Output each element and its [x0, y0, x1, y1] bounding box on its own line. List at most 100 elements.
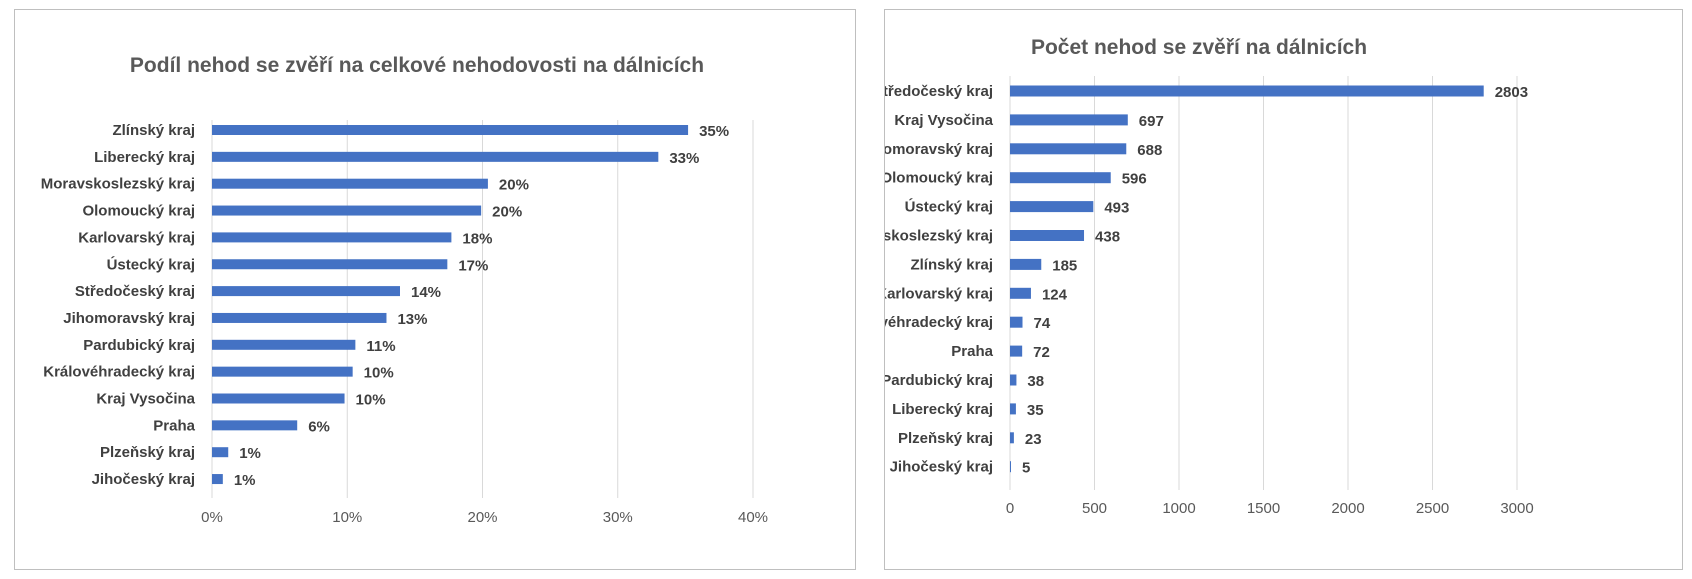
bars [212, 125, 689, 485]
bar [212, 312, 387, 323]
data-label: 493 [1104, 200, 1129, 217]
data-label: 17% [458, 257, 488, 274]
x-tick-label: 0 [1006, 500, 1014, 517]
category-label: Karlovarský kraj [885, 285, 993, 302]
x-tick-label: 40% [738, 509, 768, 526]
bar [212, 366, 353, 377]
tick-labels: 0% 10% 20% 30% 40% [201, 509, 768, 526]
gridlines [211, 120, 754, 498]
category-label: Olomoucký kraj [82, 203, 195, 220]
bar [1010, 374, 1017, 386]
data-label: 2803 [1495, 84, 1528, 101]
data-label: 5 [1022, 460, 1030, 477]
data-label: 35 [1027, 402, 1044, 419]
data-label: 1% [239, 445, 261, 462]
category-label: Pardubický kraj [83, 337, 195, 354]
data-label: 38 [1027, 373, 1044, 390]
category-label: Královéhradecký kraj [43, 364, 195, 381]
x-tick-label: 1000 [1162, 500, 1195, 517]
category-label: Praha [153, 417, 195, 434]
category-label: Plzeňský kraj [898, 430, 993, 447]
category-label: Jihočeský kraj [890, 459, 993, 476]
category-label: Jihomoravský kraj [63, 310, 195, 327]
bar [1010, 345, 1023, 357]
category-label: Ústecký kraj [905, 198, 993, 216]
x-tick-label: 3000 [1500, 500, 1533, 517]
bar [212, 259, 448, 270]
bar [1010, 114, 1128, 126]
bar [1010, 432, 1014, 444]
data-label: 1% [234, 472, 256, 489]
bar [212, 393, 345, 404]
x-tick-label: 0% [201, 509, 223, 526]
bar [1010, 201, 1094, 213]
x-tick-label: 20% [467, 509, 497, 526]
data-label: 23 [1025, 431, 1042, 448]
data-label: 13% [397, 311, 427, 328]
bar [212, 232, 452, 243]
category-label: Jihomoravský kraj [885, 141, 993, 158]
gridlines [1009, 76, 1518, 490]
category-label: Olomoucký kraj [885, 170, 993, 187]
category-label: Zlínský kraj [112, 122, 195, 139]
category-label: Ústecký kraj [107, 255, 195, 273]
chart-title: Počet nehod se zvěří na dálnicích [1031, 36, 1367, 59]
category-label: Moravskoslezský kraj [885, 228, 993, 245]
data-label: 20% [499, 177, 529, 194]
x-tick-label: 2000 [1331, 500, 1364, 517]
bar [212, 420, 298, 431]
data-label: 688 [1137, 142, 1162, 159]
category-label: Karlovarský kraj [78, 229, 195, 246]
category-label: Moravskoslezský kraj [41, 176, 195, 193]
bar [212, 205, 482, 216]
bars [1010, 85, 1484, 473]
x-tick-label: 500 [1082, 500, 1107, 517]
data-label: 14% [411, 284, 441, 301]
bar [212, 447, 229, 458]
bar [1010, 316, 1023, 328]
bar [1010, 172, 1111, 184]
bar [1010, 461, 1011, 473]
bar [1010, 85, 1484, 97]
value-labels: 2803 697 688 596 493 438 185 124 74 72 38 35 23 5 [1022, 84, 1528, 477]
x-tick-label: 2500 [1416, 500, 1449, 517]
category-label: Liberecký kraj [94, 149, 195, 166]
category-label: Kraj Vysočina [96, 391, 195, 408]
data-label: 35% [699, 123, 729, 140]
data-label: 20% [492, 204, 522, 221]
bar [1010, 143, 1127, 155]
x-tick-label: 30% [603, 509, 633, 526]
bar [212, 286, 400, 297]
data-label: 124 [1042, 286, 1068, 303]
category-label: Královéhradecký kraj [885, 314, 993, 331]
bar [212, 125, 689, 135]
tick-labels: 0 500 1000 1500 2000 2500 3000 [1006, 500, 1534, 517]
data-label: 10% [356, 392, 386, 409]
data-label: 10% [364, 365, 394, 382]
bar [1010, 258, 1042, 270]
data-label: 185 [1052, 257, 1077, 274]
chart-share-svg: Zlínský kraj Liberecký kraj Moravskoslezsk… [41, 54, 768, 526]
value-labels: 35%33%20%20%18%17%14%13%11%10%10%6%1%1% [234, 123, 729, 489]
bar [1010, 287, 1031, 299]
chart-panel-share: Zlínský kraj Liberecký kraj Moravskoslezsk… [14, 9, 856, 570]
category-label: Pardubický kraj [885, 372, 993, 389]
category-label: Zlínský kraj [910, 256, 993, 273]
category-label: Liberecký kraj [892, 401, 993, 418]
data-label: 6% [308, 418, 330, 435]
category-label: Jihočeský kraj [92, 471, 195, 488]
x-tick-label: 1500 [1247, 500, 1280, 517]
category-label: Středočeský kraj [75, 283, 195, 300]
bar [212, 178, 488, 189]
data-label: 74 [1034, 315, 1051, 332]
bar [212, 474, 223, 485]
category-label: Kraj Vysočina [894, 112, 993, 129]
bar [1010, 403, 1016, 415]
bar [212, 339, 356, 350]
category-label: Plzeňský kraj [100, 444, 195, 461]
x-tick-label: 10% [332, 509, 362, 526]
chart-count-svg: Středočeský kraj Kraj Vysočina Jihomoravsk… [885, 36, 1534, 517]
data-label: 11% [366, 338, 395, 355]
chart-panel-count: Středočeský kraj Kraj Vysočina Jihomoravsk… [884, 9, 1683, 570]
chart-title: Podíl nehod se zvěří na celkové nehodovo… [130, 54, 704, 77]
